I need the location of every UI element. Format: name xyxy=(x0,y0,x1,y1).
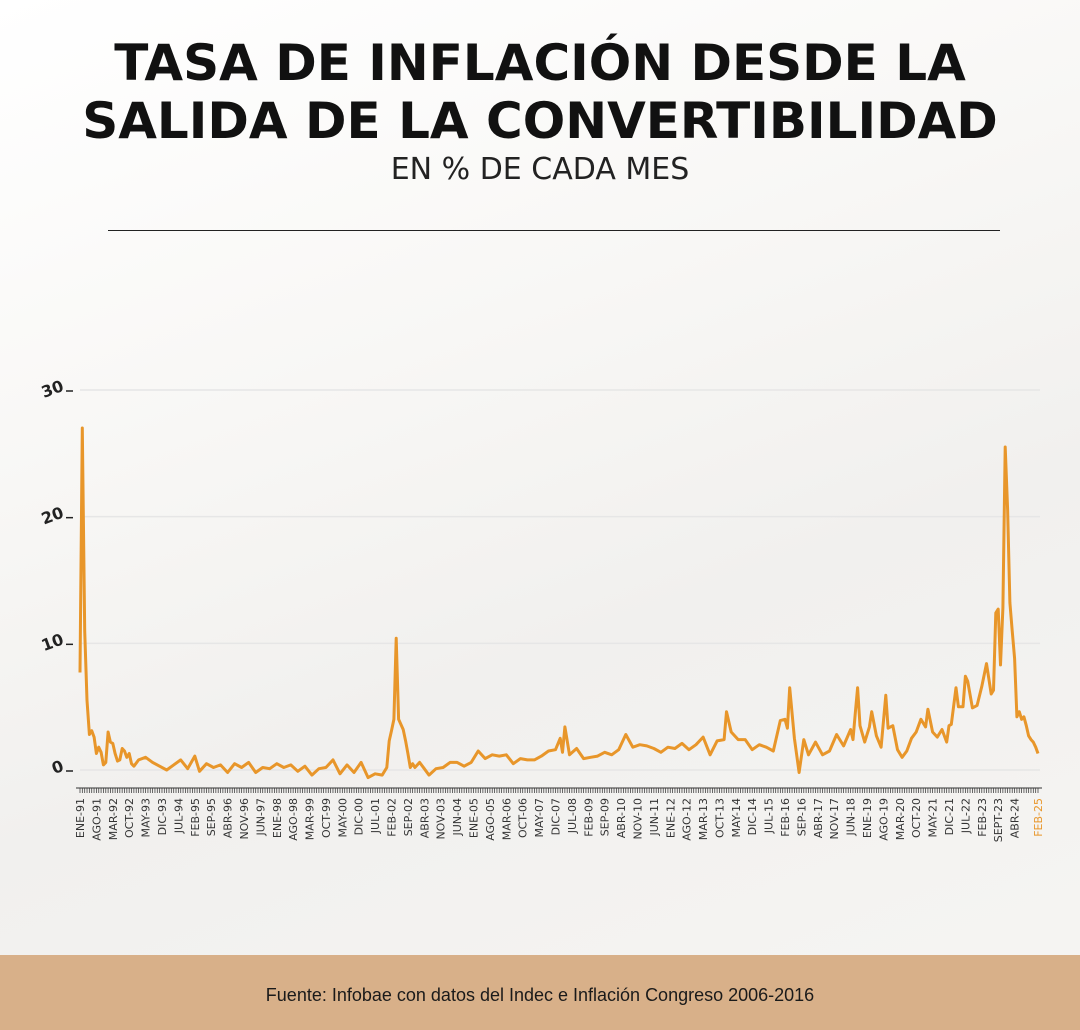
x-axis-minor-ticks xyxy=(79,788,1039,793)
y-tick-label: 0 xyxy=(49,756,66,778)
x-tick-label: AGO-19 xyxy=(877,798,890,841)
x-tick-label: DIC-93 xyxy=(156,798,169,835)
x-tick-label: DIC-14 xyxy=(746,798,759,835)
x-tick-label: OCT-06 xyxy=(517,798,530,838)
x-tick-label: JUL-01 xyxy=(369,798,382,834)
x-tick-label: DIC-21 xyxy=(943,798,956,835)
title-line-2: SALIDA DE LA CONVERTIBILIDAD xyxy=(82,92,998,150)
source-text: Fuente: Infobae con datos del Indec e In… xyxy=(265,985,815,1005)
x-tick-label: FEB-23 xyxy=(976,798,989,837)
x-tick-label: NOV-03 xyxy=(435,798,448,840)
x-tick-label: FEB-09 xyxy=(582,798,595,837)
x-tick-label: AGO-05 xyxy=(484,798,497,841)
x-tick-label: NOV-10 xyxy=(631,798,644,840)
gridlines xyxy=(80,389,1040,771)
x-tick-label: JUN-97 xyxy=(254,798,267,837)
x-tick-label: MAR-99 xyxy=(304,798,317,840)
x-tick-label: FEB-25 xyxy=(1032,798,1045,837)
x-tick-label: JUL-08 xyxy=(566,798,579,834)
x-tick-label: MAY-93 xyxy=(140,798,153,838)
x-tick-label: ENE-98 xyxy=(271,798,284,838)
x-tick-label: SEP-16 xyxy=(795,798,808,836)
chart-title: TASA DE INFLACIÓN DESDE LA SALIDA DE LA … xyxy=(0,34,1080,150)
y-axis-ticks: 0 10 20 30 xyxy=(39,376,73,778)
x-tick-label: MAR-20 xyxy=(894,798,907,840)
x-tick-label: JUL-22 xyxy=(959,798,972,834)
x-tick-label: MAY-21 xyxy=(927,798,940,838)
x-tick-label: OCT-92 xyxy=(123,798,136,838)
y-tick-label: 30 xyxy=(39,376,66,401)
x-tick-label: MAR-13 xyxy=(697,798,710,840)
x-tick-label: NOV-17 xyxy=(828,798,841,840)
chart-subtitle: EN % DE CADA MES xyxy=(390,152,690,187)
x-tick-label: OCT-13 xyxy=(713,798,726,838)
x-tick-label: ENE-91 xyxy=(74,798,87,838)
y-tick-label: 10 xyxy=(39,630,66,655)
x-tick-label: ENE-12 xyxy=(664,798,677,838)
x-tick-label: AGO-98 xyxy=(287,798,300,841)
x-tick-label: MAR-06 xyxy=(500,798,513,840)
x-tick-label: SEP-95 xyxy=(205,798,218,836)
x-tick-label: JUL-15 xyxy=(763,798,776,834)
x-tick-label: ABR-03 xyxy=(418,798,431,838)
x-tick-label: FEB-95 xyxy=(189,798,202,837)
x-tick-label: ABR-24 xyxy=(1009,798,1022,838)
x-tick-label: MAR-92 xyxy=(107,798,120,840)
x-tick-label: OCT-20 xyxy=(910,798,923,838)
x-tick-label: DIC-00 xyxy=(353,798,366,835)
x-tick-label: ABR-96 xyxy=(222,798,235,838)
x-tick-label: FEB-02 xyxy=(386,798,399,837)
x-tick-label: MAY-00 xyxy=(336,798,349,838)
x-tick-label: FEB-16 xyxy=(779,798,792,837)
x-tick-label: MAY-14 xyxy=(730,798,743,838)
inflation-series-line xyxy=(78,426,1040,780)
title-divider xyxy=(108,230,1000,231)
x-tick-label: MAY-07 xyxy=(533,798,546,838)
x-tick-label: JUN-11 xyxy=(648,798,661,837)
y-tick-label: 20 xyxy=(39,503,66,528)
x-tick-label: AGO-12 xyxy=(681,798,694,841)
x-tick-label: SEP-09 xyxy=(599,798,612,836)
x-tick-label: JUL-94 xyxy=(172,798,185,834)
x-tick-label: AGO-91 xyxy=(90,798,103,841)
x-tick-label: OCT-99 xyxy=(320,798,333,838)
series-line-group xyxy=(78,426,1040,780)
x-axis: ENE-91 AGO-91 MAR-92 OCT-92 MAY-93 DIC-93 JUL-… xyxy=(74,787,1045,842)
source-footer: Fuente: Infobae con datos del Indec e In… xyxy=(0,955,1080,1030)
x-tick-label: ENE-05 xyxy=(468,798,481,838)
x-tick-label: ABR-10 xyxy=(615,798,628,838)
title-line-1: TASA DE INFLACIÓN DESDE LA xyxy=(114,34,966,92)
x-tick-label: ENE-19 xyxy=(861,798,874,838)
x-tick-label: JUN-04 xyxy=(451,798,464,837)
x-tick-label: DIC-07 xyxy=(549,798,562,835)
x-tick-label: JUN-18 xyxy=(845,798,858,837)
x-tick-label: NOV-96 xyxy=(238,798,251,840)
x-tick-label: SEPT-23 xyxy=(992,798,1005,842)
x-tick-label: ABR-17 xyxy=(812,798,825,838)
x-tick-label: SEP-02 xyxy=(402,798,415,836)
